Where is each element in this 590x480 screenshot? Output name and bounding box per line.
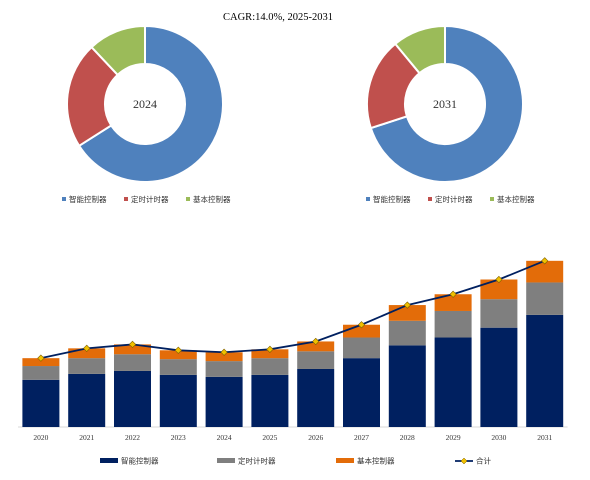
bar-2020-series-1	[22, 366, 60, 380]
x-tick-label-2024: 2024	[217, 433, 232, 442]
x-tick-label-2029: 2029	[446, 433, 461, 442]
bar-2028-series-1	[388, 320, 426, 346]
donut-center-label-2: 2031	[433, 97, 457, 111]
bar-2031-series-1	[526, 282, 564, 315]
total-marker-2026	[312, 337, 320, 346]
donut-legend-label-2-2: 基本控制器	[497, 194, 535, 204]
bar-2021-series-2	[68, 348, 106, 359]
bar-2020-series-0	[22, 379, 60, 427]
bar-2029-series-1	[434, 310, 472, 338]
x-tick-label-2020: 2020	[33, 433, 48, 442]
donut-legend-swatch-1-2	[186, 197, 190, 201]
bar-2029-series-0	[434, 337, 472, 427]
total-line	[40, 259, 546, 360]
bar-2023-series-0	[159, 374, 197, 427]
bar-2022-series-1	[114, 354, 151, 371]
bar-2029-series-2	[434, 294, 472, 311]
donut-legend-swatch-2-2	[490, 197, 494, 201]
bar-2025-series-1	[251, 358, 289, 375]
bar-chart-legend: 智能控制器 定时计时器 基本控制器 合计	[100, 456, 491, 466]
donut-legend-label-1-0: 智能控制器	[69, 194, 107, 204]
bar-2023-series-2	[159, 350, 197, 360]
bar-2026-series-2	[297, 341, 335, 352]
total-marker-2028	[403, 301, 411, 309]
x-tick-label-2023: 2023	[171, 433, 186, 442]
x-tick-label-2026: 2026	[308, 433, 323, 442]
bar-2021-series-0	[68, 373, 106, 427]
bar-legend-swatch-0	[100, 458, 118, 463]
x-tick-label-2030: 2030	[491, 433, 506, 442]
bar-2020-series-2	[22, 358, 60, 367]
donut-legend-label-1-1: 定时计时器	[131, 194, 169, 204]
total-marker-2027	[357, 321, 366, 329]
donut-legend-2031: 智能控制器 定时计时器 基本控制器	[366, 194, 535, 204]
donut-slice-1-2	[90, 24, 146, 77]
total-marker-2022	[128, 340, 137, 349]
donut-slice-2-2	[393, 24, 446, 75]
bar-2031-series-0	[526, 314, 564, 427]
x-tick-label-2031: 2031	[537, 433, 552, 442]
bar-legend-swatch-1	[217, 458, 235, 463]
donut-slice-2-0	[369, 24, 524, 183]
bar-2021-series-1	[68, 358, 106, 374]
bar-2022-series-0	[114, 370, 151, 427]
x-tick-label-2025: 2025	[262, 433, 277, 442]
bar-legend-label-total: 合计	[476, 456, 491, 466]
bar-2030-series-0	[480, 327, 518, 427]
total-marker-2029	[449, 290, 457, 298]
donut-legend-swatch-1-0	[62, 197, 66, 201]
donut-chart-2031: 2031	[366, 24, 524, 183]
donut-chart-2024: 2024	[66, 24, 224, 183]
x-tick-label-2021: 2021	[79, 433, 94, 442]
donut-legend-swatch-2-1	[428, 197, 432, 201]
bar-legend-label-1: 定时计时器	[238, 456, 276, 466]
bar-2023-series-1	[159, 359, 197, 375]
x-tick-label-2027: 2027	[354, 433, 369, 442]
bar-legend-label-0: 智能控制器	[121, 456, 159, 466]
donut-legend-label-2-1: 定时计时器	[435, 194, 473, 204]
bar-2027-series-1	[343, 337, 380, 359]
bar-2030-series-2	[480, 279, 518, 300]
bar-legend-label-2: 基本控制器	[357, 456, 395, 466]
bar-2025-series-2	[251, 349, 289, 359]
bar-2030-series-1	[480, 299, 518, 328]
chart-title: CAGR:14.0%, 2025-2031	[223, 12, 333, 23]
total-marker-2024	[220, 348, 228, 356]
donut-slice-1-0	[77, 24, 224, 183]
bar-2025-series-0	[251, 374, 289, 427]
x-tick-label-2022: 2022	[125, 433, 140, 442]
bar-2024-series-2	[205, 352, 243, 362]
donut-legend-label-1-2: 基本控制器	[193, 194, 231, 204]
total-marker-2031	[541, 257, 549, 265]
bar-2026-series-0	[297, 368, 335, 427]
bar-2026-series-1	[297, 351, 335, 369]
donut-legend-swatch-1-1	[124, 197, 128, 201]
bar-legend-swatch-2	[336, 458, 354, 463]
donut-legend-swatch-2-0	[366, 197, 370, 201]
stacked-bar-chart: 2020 2021 2022 2023 2024 2025 2026 2027 2028 2029…	[18, 257, 568, 442]
total-marker-2025	[266, 345, 274, 353]
donut-legend-2024: 智能控制器 定时计时器 基本控制器	[62, 194, 231, 204]
bar-2031-series-2	[526, 260, 564, 283]
donut-legend-label-2-0: 智能控制器	[373, 194, 411, 204]
bar-2027-series-0	[343, 358, 380, 427]
bar-2024-series-0	[205, 376, 243, 427]
x-tick-label-2028: 2028	[400, 433, 415, 442]
total-marker-2023	[174, 346, 182, 354]
total-marker-2030	[495, 275, 503, 284]
bar-legend-line-marker	[460, 457, 468, 465]
donut-center-label-1: 2024	[133, 97, 157, 111]
bar-2028-series-0	[388, 345, 426, 427]
bar-2022-series-2	[114, 344, 151, 355]
total-marker-2020	[37, 354, 45, 362]
bar-2024-series-1	[205, 361, 243, 377]
total-marker-2021	[83, 344, 91, 352]
